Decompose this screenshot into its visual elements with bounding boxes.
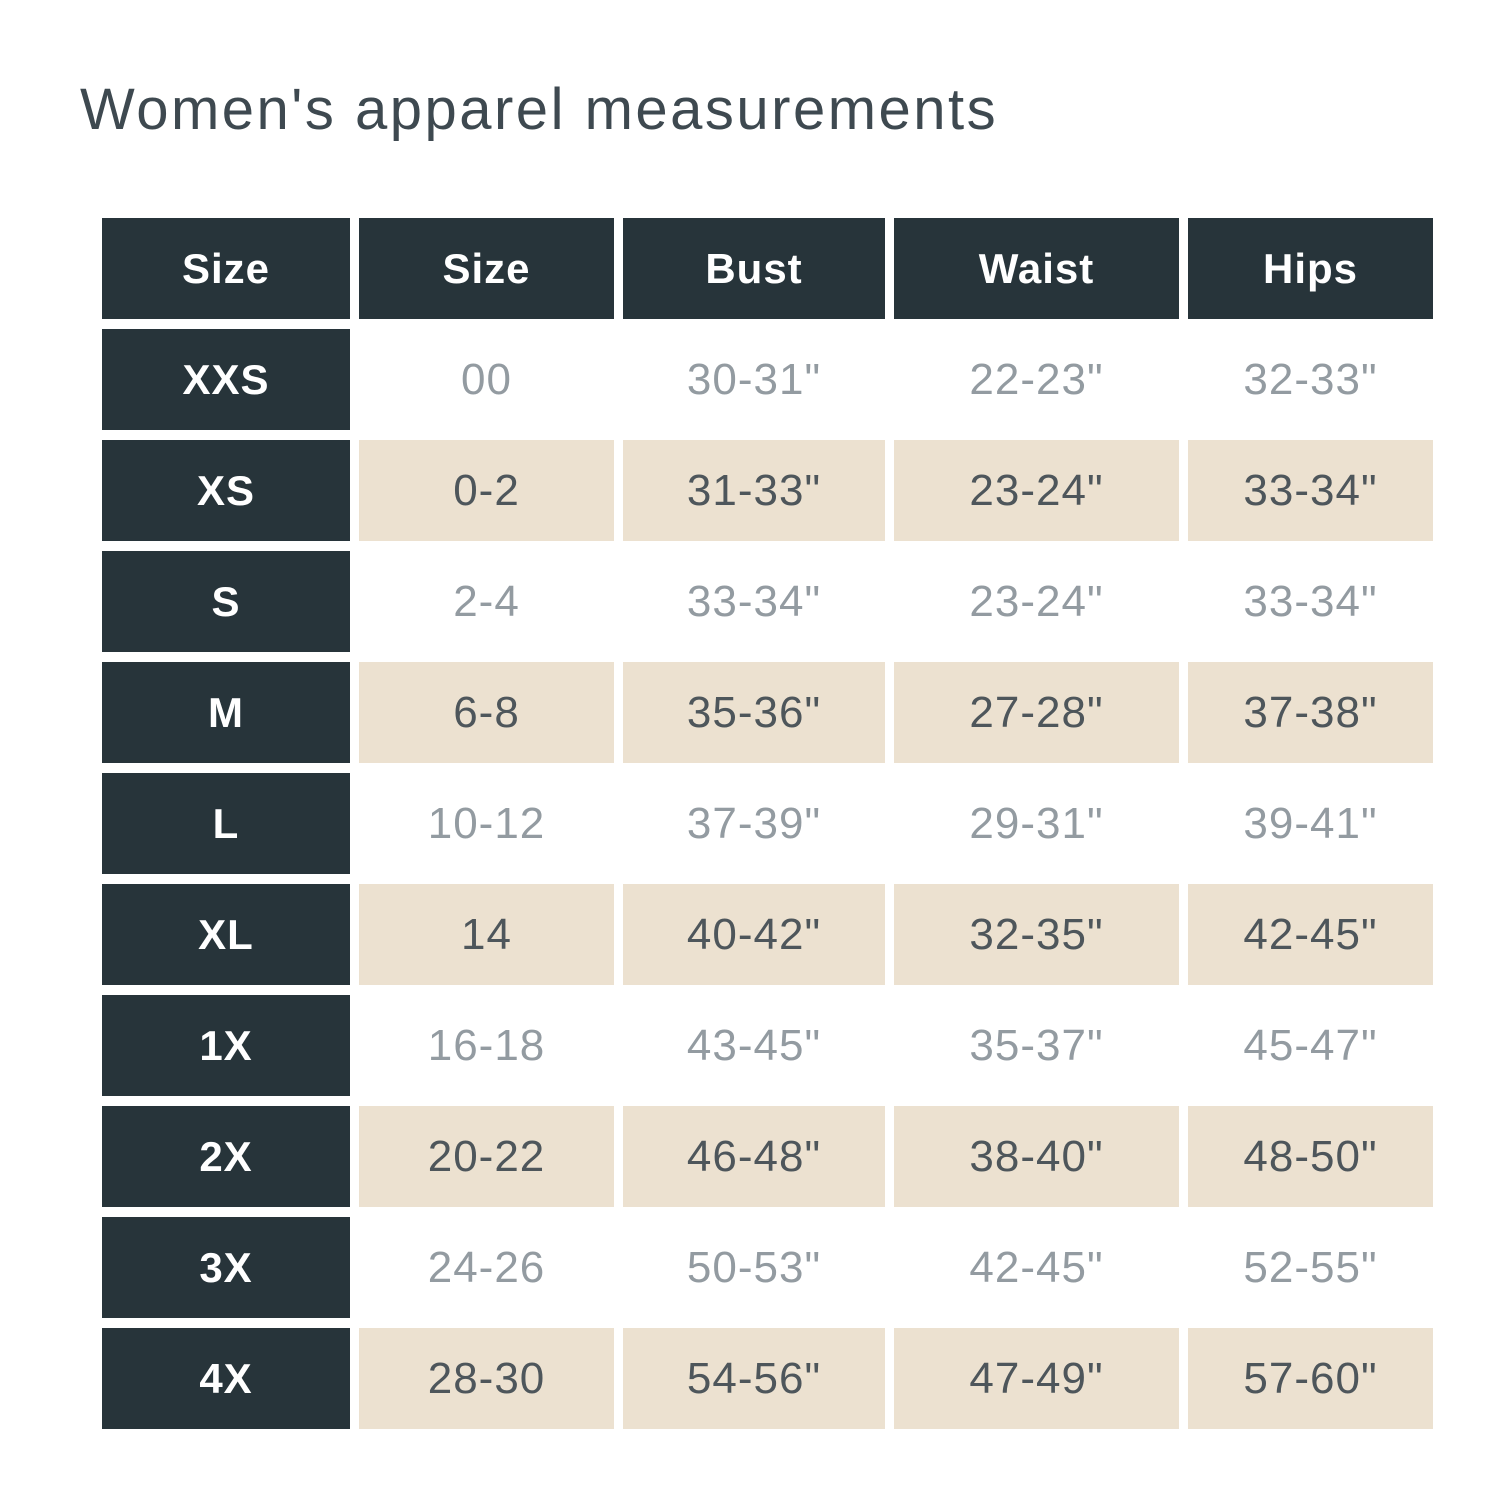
table-cell: 35-36" bbox=[623, 662, 885, 763]
table-cell: 31-33" bbox=[623, 440, 885, 541]
row-label-cell: M bbox=[102, 662, 350, 763]
row-label-cell: L bbox=[102, 773, 350, 874]
size-chart-table: Size Size Bust Waist Hips XXS 00 30-31" … bbox=[102, 218, 1433, 1429]
table-cell: 45-47" bbox=[1188, 995, 1433, 1096]
table-cell: 42-45" bbox=[894, 1217, 1179, 1318]
table-cell: 33-34" bbox=[623, 551, 885, 652]
header-cell-waist: Waist bbox=[894, 218, 1179, 319]
row-label-cell: 3X bbox=[102, 1217, 350, 1318]
header-cell-bust: Bust bbox=[623, 218, 885, 319]
row-label-cell: 1X bbox=[102, 995, 350, 1096]
row-label-cell: XL bbox=[102, 884, 350, 985]
table-cell: 50-53" bbox=[623, 1217, 885, 1318]
row-label-cell: 2X bbox=[102, 1106, 350, 1207]
table-cell: 47-49" bbox=[894, 1328, 1179, 1429]
table-cell: 23-24" bbox=[894, 551, 1179, 652]
table-cell: 23-24" bbox=[894, 440, 1179, 541]
page-title: Women's apparel measurements bbox=[80, 77, 999, 142]
table-cell: 32-33" bbox=[1188, 329, 1433, 430]
table-cell: 30-31" bbox=[623, 329, 885, 430]
table-cell: 6-8 bbox=[359, 662, 614, 763]
table-cell: 54-56" bbox=[623, 1328, 885, 1429]
table-cell: 40-42" bbox=[623, 884, 885, 985]
table-cell: 10-12 bbox=[359, 773, 614, 874]
table-cell: 16-18 bbox=[359, 995, 614, 1096]
table-cell: 29-31" bbox=[894, 773, 1179, 874]
table-cell: 38-40" bbox=[894, 1106, 1179, 1207]
header-cell-hips: Hips bbox=[1188, 218, 1433, 319]
table-cell: 2-4 bbox=[359, 551, 614, 652]
table-cell: 22-23" bbox=[894, 329, 1179, 430]
table-cell: 52-55" bbox=[1188, 1217, 1433, 1318]
table-cell: 00 bbox=[359, 329, 614, 430]
header-cell-size: Size bbox=[359, 218, 614, 319]
table-cell: 33-34" bbox=[1188, 440, 1433, 541]
table-cell: 35-37" bbox=[894, 995, 1179, 1096]
table-cell: 0-2 bbox=[359, 440, 614, 541]
table-cell: 27-28" bbox=[894, 662, 1179, 763]
table-cell: 42-45" bbox=[1188, 884, 1433, 985]
table-cell: 57-60" bbox=[1188, 1328, 1433, 1429]
table-cell: 24-26 bbox=[359, 1217, 614, 1318]
table-cell: 20-22 bbox=[359, 1106, 614, 1207]
row-label-cell: XS bbox=[102, 440, 350, 541]
table-cell: 46-48" bbox=[623, 1106, 885, 1207]
table-cell: 28-30 bbox=[359, 1328, 614, 1429]
table-cell: 48-50" bbox=[1188, 1106, 1433, 1207]
row-label-cell: S bbox=[102, 551, 350, 652]
table-cell: 39-41" bbox=[1188, 773, 1433, 874]
table-cell: 37-38" bbox=[1188, 662, 1433, 763]
table-cell: 33-34" bbox=[1188, 551, 1433, 652]
row-label-cell: 4X bbox=[102, 1328, 350, 1429]
table-cell: 14 bbox=[359, 884, 614, 985]
row-label-cell: XXS bbox=[102, 329, 350, 430]
table-cell: 43-45" bbox=[623, 995, 885, 1096]
table-cell: 32-35" bbox=[894, 884, 1179, 985]
header-cell-size-label: Size bbox=[102, 218, 350, 319]
table-cell: 37-39" bbox=[623, 773, 885, 874]
